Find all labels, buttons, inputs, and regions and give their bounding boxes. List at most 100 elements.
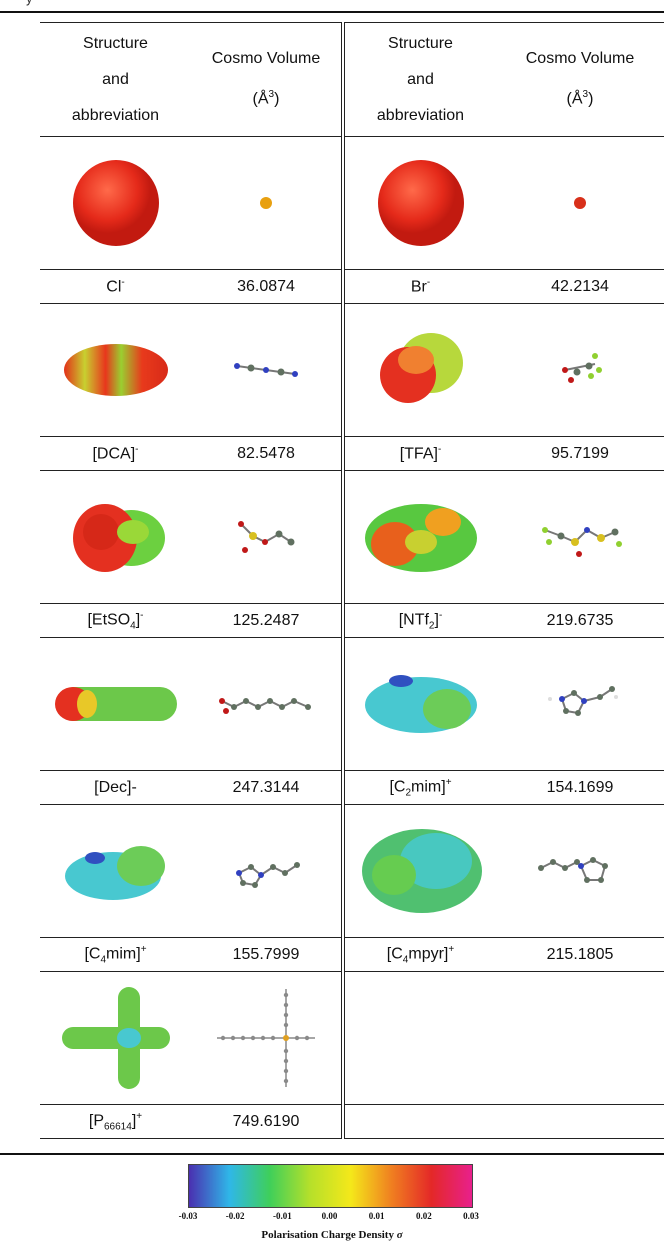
unit-text: (Å <box>252 90 269 108</box>
dca-molecule-icon <box>191 303 345 437</box>
image-row <box>40 804 664 938</box>
c4mim-molecule-icon <box>191 804 345 938</box>
colorbar-tick-label: -0.02 <box>225 1211 245 1221</box>
dec-surface-icon <box>40 637 191 771</box>
volume-cell: 42.2134 <box>496 269 664 304</box>
abbrev-cell: [C2mim]+ <box>343 770 496 805</box>
abbrev-text: mim] <box>106 945 141 963</box>
abbrev-cell: [EtSO4]- <box>40 603 191 638</box>
abbrev-text: [C <box>389 778 406 796</box>
header-volume-right: Cosmo Volume (Å3) <box>496 22 664 137</box>
bromide-sphere-icon <box>343 136 496 270</box>
unit-close: ) <box>274 90 280 108</box>
charge-sup: + <box>140 943 147 955</box>
abbrev-cell: [P66614]+ <box>40 1104 191 1139</box>
abbrev-text: ] <box>131 1112 137 1130</box>
abbrev-text: ] <box>135 611 141 629</box>
abbrev-text: [C <box>84 945 101 963</box>
empty-cell <box>496 971 664 1105</box>
p66614-surface-icon <box>40 971 191 1105</box>
header-text: and <box>102 70 129 88</box>
tfa-molecule-icon <box>496 303 664 437</box>
abbrev-cell: [DCA]- <box>40 436 191 471</box>
chloride-ball-icon <box>191 136 345 270</box>
volume-cell: 215.1805 <box>496 937 664 972</box>
volume-cell: 125.2487 <box>191 603 345 638</box>
etso4-surface-icon <box>40 470 191 604</box>
dca-surface-icon <box>40 303 191 437</box>
c2mim-molecule-icon <box>496 637 664 771</box>
charge-sup: - <box>437 443 442 455</box>
abbrev-sub: 4 <box>130 620 136 632</box>
c4mpyr-surface-icon <box>343 804 496 938</box>
abbrev-text: [P <box>88 1112 104 1130</box>
abbrev-sub: 2 <box>428 620 435 632</box>
abbrev-text: mim] <box>411 778 446 796</box>
label-row: Cl- 36.0874 Br- 42.2134 <box>40 269 664 304</box>
volume-cell: 36.0874 <box>191 269 345 304</box>
charge-sup: - <box>121 276 125 288</box>
label-row: [C4mim]+ 155.7999 [C4mpyr]+ 215.1805 <box>40 937 664 972</box>
colorbar-tick-label: 0.03 <box>463 1211 479 1221</box>
cosmo-volume-table: Structure and abbreviation Cosmo Volume … <box>40 22 664 1139</box>
charge-sup: + <box>448 943 455 955</box>
abbrev-text: ] <box>434 611 439 629</box>
abbrev-text: [Dec]- <box>94 778 137 796</box>
image-row <box>40 637 664 771</box>
header-fragment-text: y <box>26 0 33 6</box>
abbrev-cell: Br- <box>343 269 496 304</box>
charge-sup: - <box>135 443 139 455</box>
volume-cell: 219.6735 <box>496 603 664 638</box>
top-rule <box>0 11 664 13</box>
charge-sup: - <box>438 609 443 621</box>
abbrev-text: [NTf <box>398 611 429 629</box>
chloride-sphere-icon <box>40 136 191 270</box>
abbrev-text: [C <box>386 945 403 963</box>
dec-molecule-icon <box>191 637 345 771</box>
unit-sup: 3 <box>582 89 589 101</box>
abbrev-text: Br <box>410 278 427 296</box>
charge-density-colorbar <box>188 1164 473 1208</box>
colorbar-caption: Polarisation Charge Density σ <box>0 1229 664 1241</box>
header-text: Structure <box>388 34 453 52</box>
abbrev-text: [DCA] <box>92 445 136 463</box>
abbrev-sub: 4 <box>402 954 409 966</box>
image-row <box>40 303 664 437</box>
charge-sup: + <box>136 1110 143 1122</box>
label-row: [P66614]+ 749.6190 <box>40 1104 664 1139</box>
header-text: abbreviation <box>71 106 160 124</box>
volume-cell: 154.1699 <box>496 770 664 805</box>
c4mpyr-molecule-icon <box>496 804 664 938</box>
abbrev-sub: 66614 <box>104 1121 132 1133</box>
caption-text: Polarisation Charge Density <box>261 1229 394 1241</box>
unit-sup: 3 <box>268 89 275 101</box>
abbrev-cell: [C4mpyr]+ <box>343 937 496 972</box>
colorbar-tick-label: 0.01 <box>368 1211 385 1221</box>
abbrev-sub: 2 <box>405 787 412 799</box>
colorbar-tick-label: -0.01 <box>272 1211 292 1221</box>
label-row: [EtSO4]- 125.2487 [NTf2]- 219.6735 <box>40 603 664 638</box>
bottom-rule <box>0 1153 664 1155</box>
p66614-molecule-icon <box>191 971 345 1105</box>
colorbar-tick-label: 0.00 <box>321 1211 338 1221</box>
header-structure-left: Structure and abbreviation <box>40 22 191 137</box>
colorbar-tick-label: 0.02 <box>415 1211 432 1221</box>
volume-cell: 82.5478 <box>191 436 345 471</box>
charge-sup: - <box>140 609 144 621</box>
charge-sup: + <box>445 776 452 788</box>
abbrev-sub: 4 <box>100 954 107 966</box>
c4mim-surface-icon <box>40 804 191 938</box>
ntf2-surface-icon <box>343 470 496 604</box>
image-row <box>40 136 664 270</box>
etso4-molecule-icon <box>191 470 345 604</box>
bromide-ball-icon <box>496 136 664 270</box>
empty-cell <box>343 971 496 1105</box>
caption-symbol: σ <box>396 1229 403 1241</box>
empty-cell <box>496 1104 664 1139</box>
empty-cell <box>343 1104 496 1139</box>
charge-sup: - <box>426 276 431 288</box>
abbrev-cell: [Dec]- <box>40 770 191 805</box>
image-row <box>40 470 664 604</box>
abbrev-cell: Cl- <box>40 269 191 304</box>
abbrev-text: [TFA] <box>399 445 438 463</box>
